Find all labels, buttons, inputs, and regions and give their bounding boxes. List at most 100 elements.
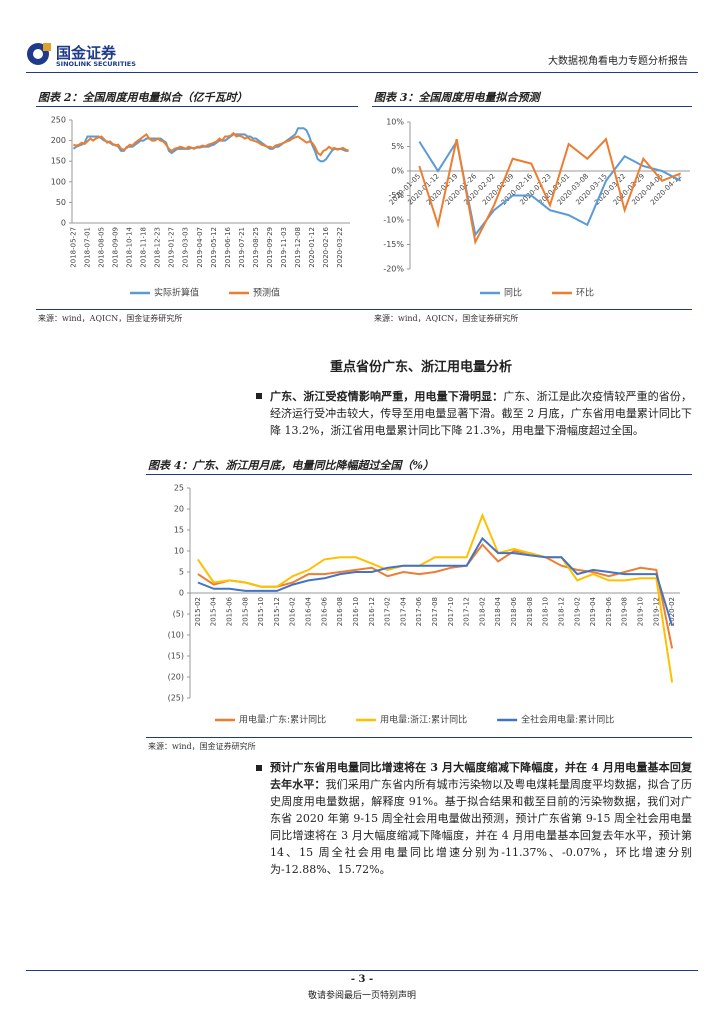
x-tick-label: 2019-06: [605, 596, 613, 626]
report-title: 大数据视角看电力专题分析报告: [548, 56, 688, 67]
x-tick-label: 2020-02-16: [322, 226, 330, 267]
y-tick-label: 10: [174, 547, 184, 556]
x-tick-label: 2019-08: [621, 597, 629, 626]
y-tick-label: -10%: [383, 216, 404, 225]
y-tick-label: 0: [179, 589, 184, 598]
x-tick-label: 2019-04-07: [196, 227, 204, 268]
logo-icon: [27, 43, 51, 65]
x-tick-label: 2019-07-21: [238, 227, 246, 268]
bullet: [256, 393, 262, 399]
source: 来源：wind，AQICN，国金证券研究所: [38, 314, 183, 323]
x-tick-label: 2018-04: [494, 596, 502, 626]
y-tick-label: 20: [174, 505, 184, 514]
y-tick-label: 150: [51, 157, 66, 166]
legend-label: 用电量:浙江:累计同比: [380, 714, 467, 726]
x-tick-label: 2019-02: [573, 597, 581, 626]
x-tick-label: 2018-05-27: [69, 227, 77, 268]
x-tick-label: 2015-04: [210, 596, 218, 626]
x-tick-label: 2018-08-05: [97, 227, 105, 268]
y-tick-label: 10%: [386, 118, 404, 127]
series-line: [197, 536, 674, 627]
chart-title: 图表 2：全国周度用电量拟合（亿千瓦时）: [38, 91, 248, 104]
paragraph-lead: 预计广东省用电量同比增速将在 3 月大幅度缩减下降幅度，并在 4 月用电量基本回…: [270, 761, 692, 791]
y-tick-label: 5%: [391, 142, 404, 151]
x-tick-label: 2016-08: [336, 597, 344, 626]
y-tick-label: 250: [51, 116, 66, 125]
x-tick-label: 2016-04: [305, 596, 313, 626]
x-tick-label: 2017-10: [447, 597, 455, 626]
y-tick-label: 100: [51, 177, 66, 186]
x-tick-label: 2016-02: [289, 597, 297, 626]
series-line: [73, 131, 349, 157]
x-tick-label: 2019-10: [636, 597, 644, 626]
x-tick-label: 2018-11-18: [140, 227, 148, 268]
paragraph: 广东、浙江受疫情影响严重，用电量下滑明显：广东、浙江是此次疫情较严重的省份，经济…: [270, 388, 692, 439]
x-tick-label: 2018-08: [526, 597, 534, 626]
x-tick-label: 2015-10: [257, 597, 265, 626]
x-tick-label: 2020-02: [668, 597, 676, 626]
footer-rule: [26, 970, 698, 971]
y-tick-label: 50: [56, 198, 66, 207]
legend-label: 环比: [576, 287, 594, 299]
x-tick-label: 2019-05-12: [210, 227, 218, 268]
series-line: [197, 543, 674, 649]
x-tick-label: 2015-02: [194, 597, 202, 626]
x-tick-label: 2019-11-03: [280, 227, 288, 268]
paragraph-text: 广东、浙江是此次疫情较严重的省份，经济运行受冲击较大，传导至用电量显著下滑。截至…: [270, 390, 693, 437]
header-rule: [26, 72, 698, 73]
charts: 0 50 100 150 200 250 2018-05-27 2018-07-01 2018-…: [51, 116, 690, 726]
x-tick-label: 2015-08: [241, 597, 249, 626]
x-tick-label: 2020-03-22: [336, 227, 344, 268]
company-en: SINOLINK SECURITIES: [56, 60, 136, 68]
chart-title: 图表 3：全国周度用电量拟合预测: [374, 91, 540, 104]
series-line: [72, 127, 349, 163]
x-tick-label: 2018-10: [542, 597, 550, 626]
chart-title: 图表 4：广东、浙江用月底，电量同比降幅超过全国（%）: [148, 459, 434, 472]
y-tick-label: (5): [173, 610, 184, 619]
page-number: - 3 -: [350, 974, 374, 985]
rule: [36, 309, 692, 310]
x-tick-label: 2018-07-01: [83, 227, 91, 268]
bullet: [256, 765, 262, 771]
rule: [146, 737, 692, 738]
x-tick-label: 2017-08: [431, 597, 439, 626]
x-tick-label: 2017-02: [384, 597, 392, 626]
y-tick-label: 15: [174, 526, 184, 535]
y-tick-label: (20): [168, 673, 184, 682]
source: 来源：wind，国金证券研究所: [148, 742, 256, 751]
y-tick-label: -20%: [383, 265, 404, 274]
legend-label: 全社会用电量:累计同比: [521, 714, 614, 726]
section-heading: 重点省份广东、浙江用电量分析: [330, 360, 513, 375]
x-tick-label: 2018-02: [478, 597, 486, 626]
series-line: [197, 512, 674, 683]
chart-title-bar: 图表 4：广东、浙江用月底，电量同比降幅超过全国（%）: [146, 454, 692, 475]
x-tick-label: 2017-06: [415, 596, 423, 626]
x-tick-label: 2018-12-23: [154, 227, 162, 268]
y-tick-label: -15%: [383, 240, 404, 249]
y-tick-label: (10): [168, 631, 184, 640]
source: 来源：wind，AQICN，国金证券研究所: [374, 314, 519, 323]
y-tick-label: 0%: [391, 167, 404, 176]
x-tick-label: 2016-06: [320, 596, 328, 626]
y-tick-label: 5: [179, 568, 184, 577]
x-tick-label: 2019-03-03: [182, 227, 190, 268]
y-tick-label: 200: [51, 136, 66, 145]
x-tick-label: 2018-06: [510, 596, 518, 626]
legend-label: 预测值: [253, 287, 280, 299]
chart-title-bar: 图表 3：全国周度用电量拟合预测: [372, 86, 692, 107]
x-tick-label: 2020-01-12: [308, 227, 316, 268]
x-tick-label: 2019-09-29: [266, 227, 274, 268]
x-tick-label: 2016-10: [352, 597, 360, 626]
y-tick-label: (15): [168, 652, 184, 661]
x-tick-label: 2019-04: [589, 596, 597, 626]
y-tick-label: -5%: [388, 191, 404, 200]
x-tick-label: 2018-09-09: [112, 227, 120, 268]
paragraph-lead: 广东、浙江受疫情影响严重，用电量下滑明显：: [270, 390, 504, 403]
x-tick-label: 2015-12: [273, 597, 281, 626]
chart-title-bar: 图表 2：全国周度用电量拟合（亿千瓦时）: [36, 86, 358, 107]
x-tick-label: 2018-10-14: [126, 226, 134, 267]
y-tick-label: 25: [174, 484, 184, 493]
x-tick-label: 2016-12: [368, 597, 376, 626]
y-tick-label: (25): [168, 694, 184, 703]
